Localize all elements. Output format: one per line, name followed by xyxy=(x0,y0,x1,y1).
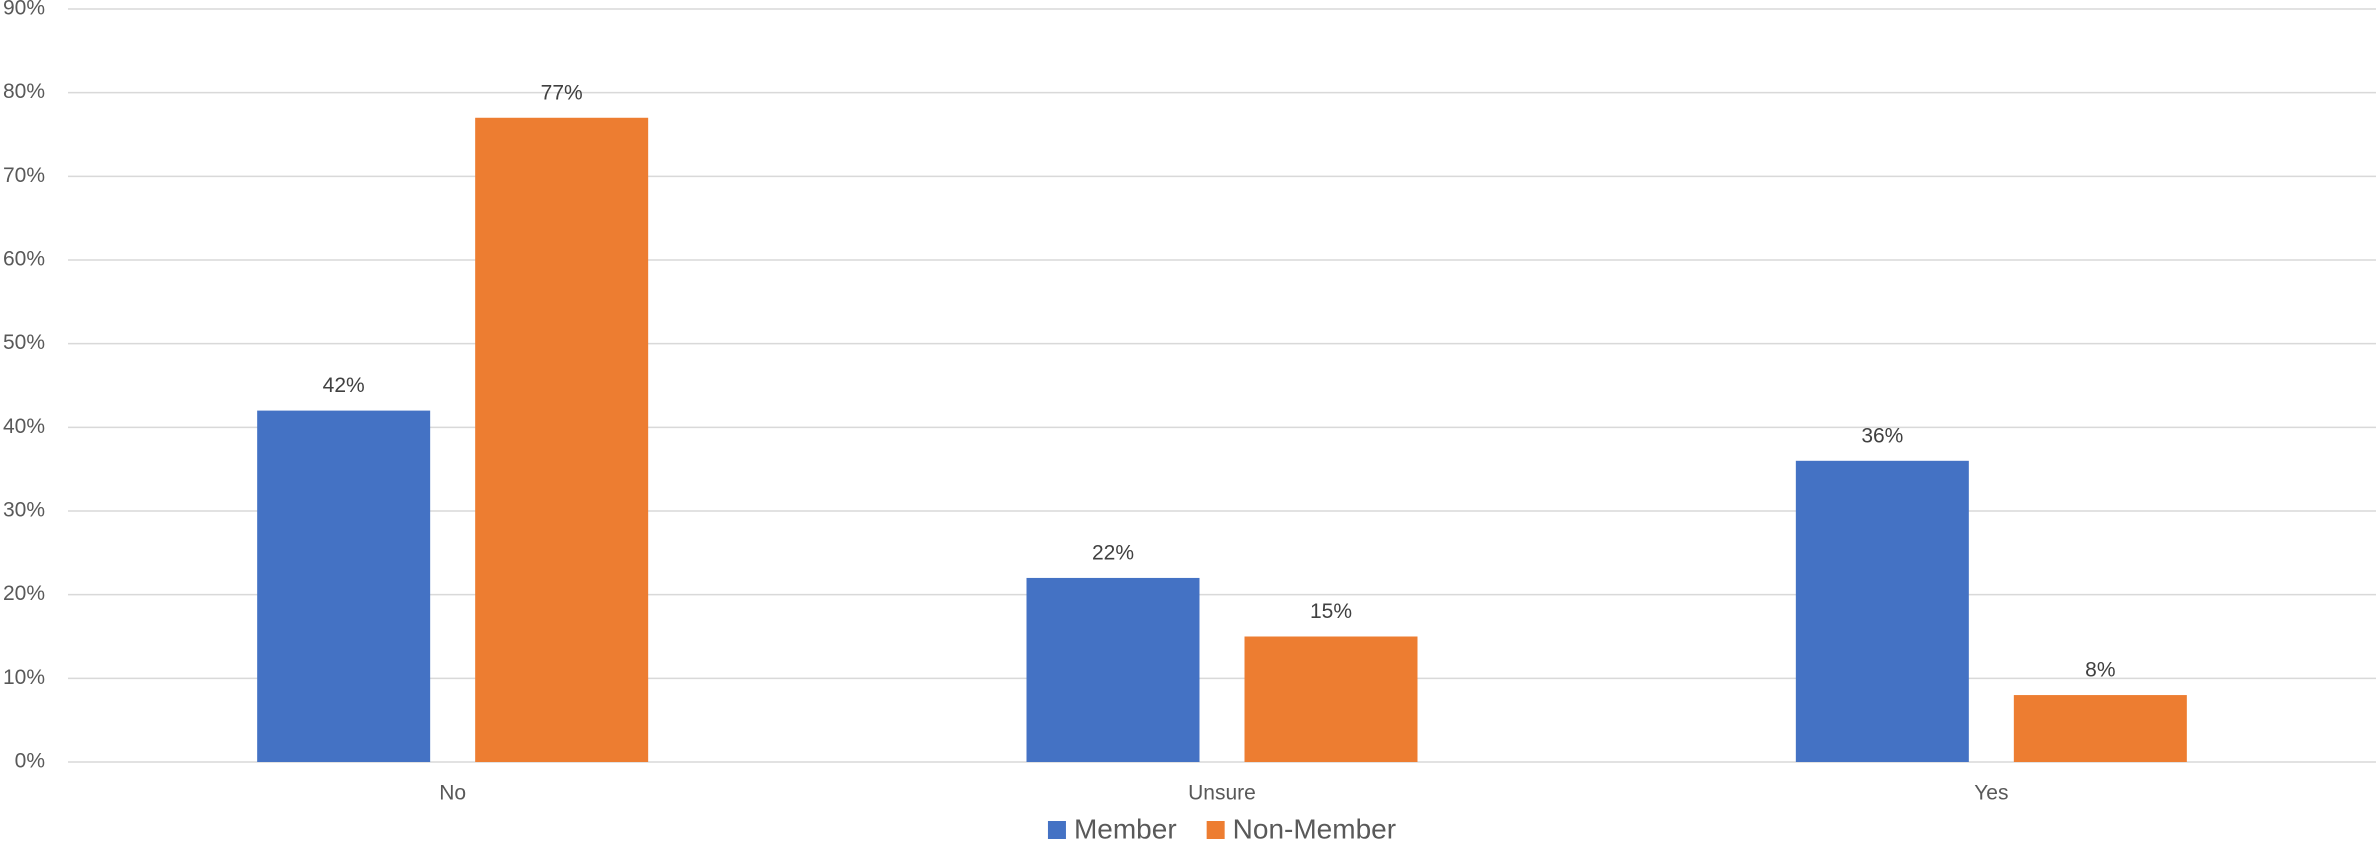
y-tick-label: 80% xyxy=(3,80,45,103)
data-label: 36% xyxy=(1861,424,1903,447)
legend-label: Non-Member xyxy=(1233,813,1396,843)
data-label: 42% xyxy=(323,374,365,397)
data-label: 15% xyxy=(1310,600,1352,623)
data-label: 8% xyxy=(2085,659,2115,682)
y-tick-label: 70% xyxy=(3,164,45,187)
data-label: 22% xyxy=(1092,541,1134,564)
bar xyxy=(257,410,431,762)
x-tick-label: Yes xyxy=(1974,782,2008,805)
y-tick-label: 50% xyxy=(3,331,45,354)
legend-swatch xyxy=(1047,821,1066,839)
y-tick-label: 40% xyxy=(3,415,45,438)
y-tick-label: 20% xyxy=(3,582,45,605)
bar xyxy=(475,117,649,763)
x-tick-label: Unsure xyxy=(1188,782,1256,805)
y-tick-label: 60% xyxy=(3,248,45,271)
bar xyxy=(1026,577,1200,762)
y-tick-label: 30% xyxy=(3,499,45,522)
bar xyxy=(1244,636,1418,762)
y-tick-label: 90% xyxy=(3,0,45,20)
x-tick-label: No xyxy=(439,782,466,805)
data-label: 77% xyxy=(541,81,583,104)
legend-label: Member xyxy=(1074,813,1177,843)
bar xyxy=(1795,460,1969,762)
y-tick-label: 10% xyxy=(3,666,45,689)
bar xyxy=(2013,695,2187,762)
y-tick-label: 0% xyxy=(15,750,45,773)
legend-swatch xyxy=(1206,821,1225,839)
